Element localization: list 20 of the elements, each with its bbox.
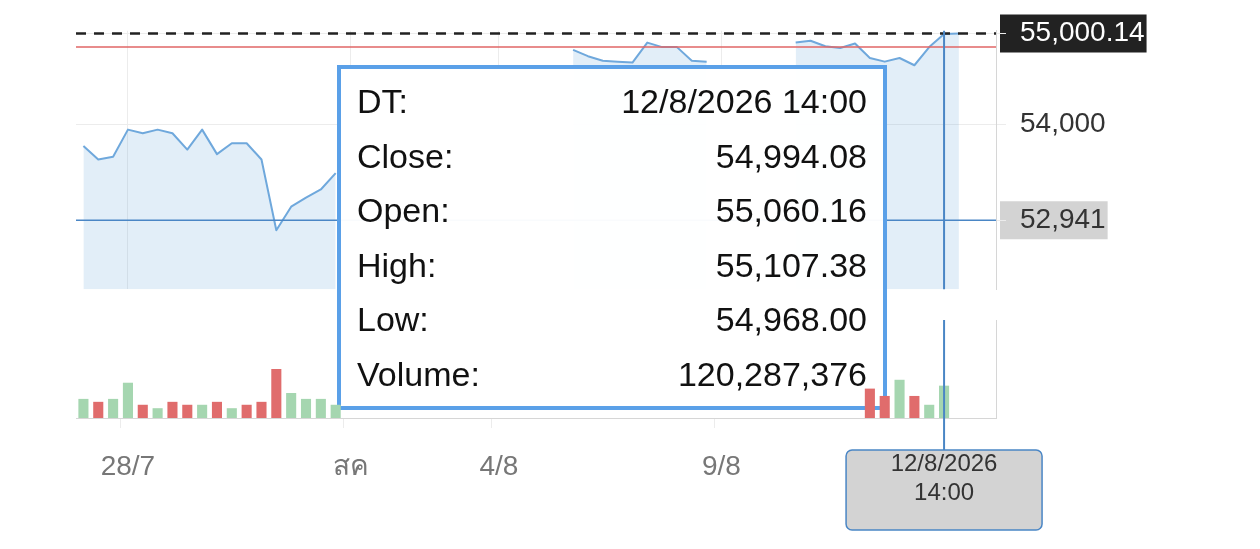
text: Low:	[357, 299, 430, 341]
x-tick-label: 9/8	[702, 449, 741, 481]
y-tick-label: 55,000.14	[1020, 16, 1145, 48]
annotation: 55,060.16	[714, 190, 867, 232]
x-tick-label: สค	[332, 449, 369, 481]
text: 54,968.00	[714, 299, 867, 341]
y-tick-label: 52,941	[1020, 202, 1106, 234]
annotation: High:	[357, 244, 438, 286]
annotation: Close:	[357, 135, 455, 177]
annotation: 55,107.38	[714, 244, 867, 286]
y-tick-label: 54,000	[1020, 106, 1106, 138]
x-tick-label: 28/7	[100, 449, 156, 481]
annotation: Open:	[357, 190, 451, 232]
annotation: 54,994.08	[714, 135, 867, 177]
annotation: 120,287,376	[676, 353, 867, 395]
annotation: DT:	[357, 81, 409, 123]
annotation: Volume:	[357, 353, 481, 395]
x-tick-label: 4/8	[479, 449, 519, 481]
annotation: 12/8/2026 14:00	[620, 81, 867, 123]
x-tick-label: 12/8/2026 14:00	[890, 449, 998, 505]
